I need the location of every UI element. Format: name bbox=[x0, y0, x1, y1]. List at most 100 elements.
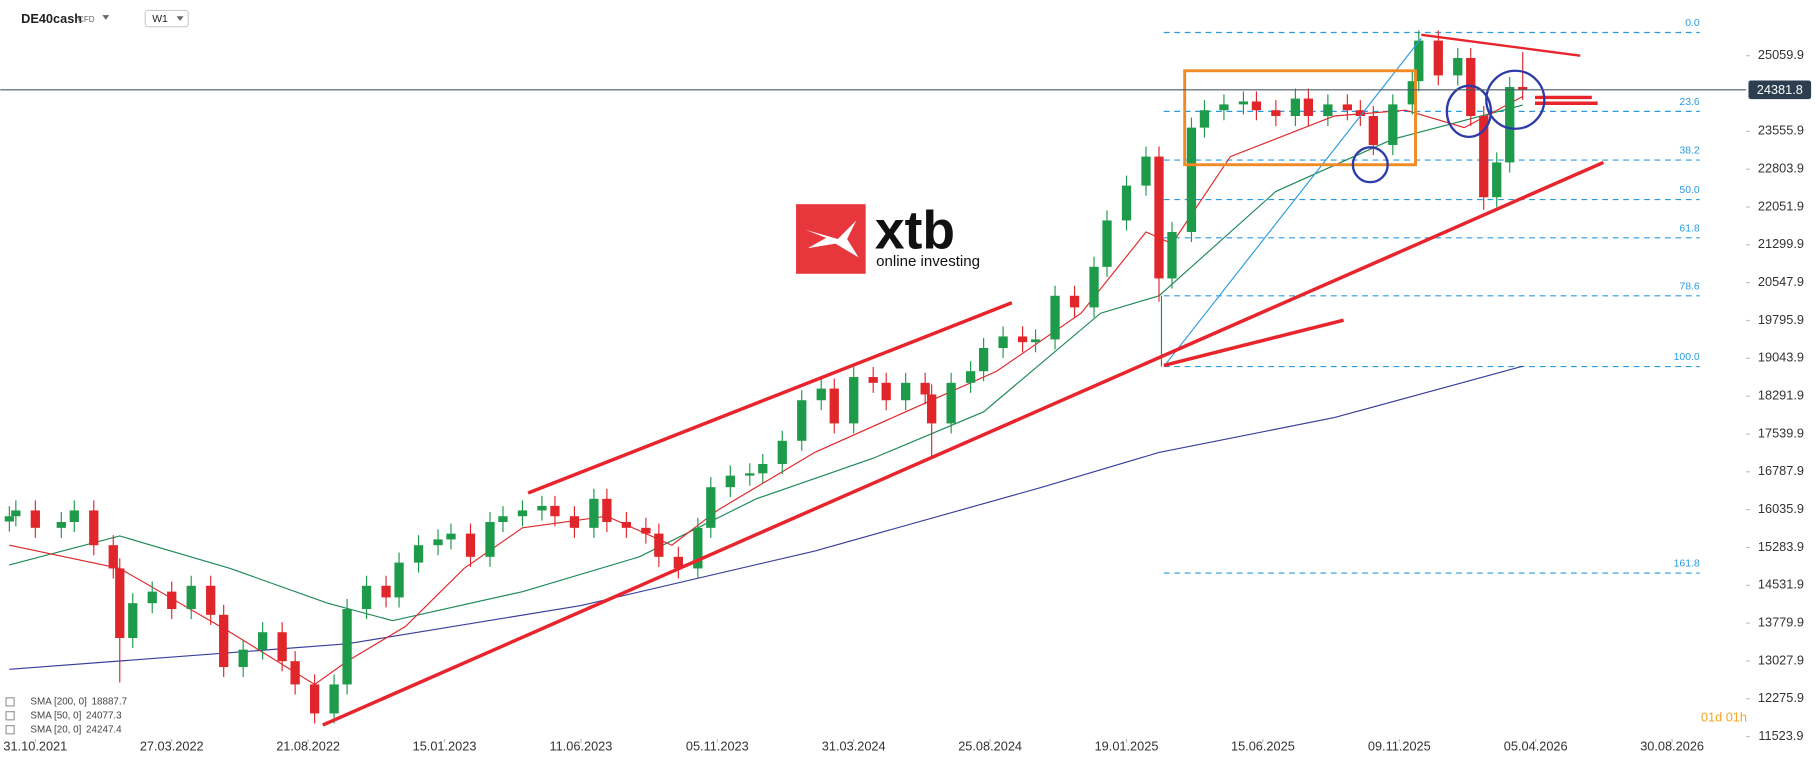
candle-body bbox=[381, 585, 391, 598]
legend-icon bbox=[5, 711, 15, 721]
candle-body bbox=[1030, 339, 1041, 343]
range-box bbox=[1183, 69, 1417, 167]
trendline bbox=[1163, 318, 1345, 368]
logo-x bbox=[805, 220, 859, 258]
x-tick-label: 15.01.2023 bbox=[413, 738, 477, 753]
highlight-circle bbox=[1485, 69, 1546, 130]
candle-body bbox=[1414, 40, 1424, 82]
sma-line bbox=[9, 104, 1523, 622]
symbol: DE40cash bbox=[21, 11, 82, 26]
y-tick-label: 17539.9 bbox=[1758, 425, 1804, 440]
legend-name: SMA [20, 0] bbox=[30, 724, 81, 735]
symbol-dropdown[interactable] bbox=[102, 15, 110, 20]
drawings-over bbox=[322, 33, 1605, 727]
legend-icon bbox=[5, 697, 15, 707]
trendline bbox=[1421, 33, 1581, 57]
candle-body bbox=[920, 382, 930, 395]
fib-diagonal bbox=[1163, 37, 1422, 367]
y-tick-label: 18291.9 bbox=[1758, 388, 1804, 403]
candle-body bbox=[56, 522, 66, 528]
candle-body bbox=[1388, 104, 1398, 146]
y-tick-label: 14531.9 bbox=[1758, 577, 1804, 592]
candle-body bbox=[589, 498, 599, 528]
candle-body bbox=[1518, 87, 1528, 90]
legend-name: SMA [50, 0] bbox=[30, 710, 81, 721]
candle-body bbox=[816, 388, 826, 401]
trendline bbox=[322, 160, 1605, 727]
fib-label: 161.8 bbox=[1674, 559, 1700, 570]
candle-body bbox=[1479, 116, 1489, 198]
candle-body bbox=[602, 498, 612, 523]
sma-line bbox=[9, 96, 1523, 686]
candle-body bbox=[1407, 81, 1417, 105]
candle-body bbox=[1453, 58, 1463, 76]
candle-body bbox=[413, 545, 424, 563]
candle-body bbox=[1186, 127, 1197, 233]
candle-body bbox=[758, 464, 768, 474]
candle-body bbox=[927, 394, 937, 424]
candle-body bbox=[485, 522, 495, 557]
candle-body bbox=[1238, 101, 1249, 105]
candle-body bbox=[1199, 110, 1210, 128]
drawings-under: xtb online investing 0.0 23.6 38.2 50.0 61.8… bbox=[796, 18, 1700, 574]
candle-body bbox=[69, 510, 79, 523]
candle-body bbox=[446, 533, 456, 540]
candle-body bbox=[1290, 98, 1301, 117]
logo-name: xtb bbox=[875, 201, 955, 260]
candle-body bbox=[394, 562, 404, 598]
candle-body bbox=[89, 510, 99, 546]
candle-body bbox=[537, 505, 547, 511]
candle-body bbox=[849, 377, 859, 424]
candle-body bbox=[517, 510, 528, 517]
candle-body bbox=[290, 661, 300, 685]
y-tick-label: 23555.9 bbox=[1758, 123, 1804, 138]
y-tick-label: 12275.9 bbox=[1758, 690, 1804, 705]
y-tick-label: 16787.9 bbox=[1758, 463, 1804, 478]
current-price-label: 24381.8 bbox=[1757, 82, 1803, 97]
y-tick-label: 13779.9 bbox=[1758, 614, 1804, 629]
highlight-circle bbox=[1351, 146, 1389, 184]
candle-body bbox=[309, 684, 320, 714]
candle-body bbox=[277, 632, 287, 662]
y-tick-label: 13027.9 bbox=[1758, 652, 1804, 667]
candle-body bbox=[128, 603, 138, 639]
y-tick-label: 19795.9 bbox=[1758, 312, 1804, 327]
candle-body bbox=[868, 377, 878, 383]
candle-body bbox=[108, 545, 118, 569]
candle-body bbox=[206, 585, 216, 615]
candle-body bbox=[1342, 104, 1352, 111]
y-tick-label: 20547.9 bbox=[1758, 274, 1804, 289]
candle-body bbox=[1271, 110, 1281, 117]
timeframe: W1 bbox=[152, 14, 168, 25]
x-tick-label: 27.03.2022 bbox=[140, 738, 204, 753]
candle-body bbox=[4, 516, 14, 522]
x-tick-label: 19.01.2025 bbox=[1095, 738, 1159, 753]
fib-label: 23.6 bbox=[1679, 97, 1700, 108]
candle-body bbox=[569, 516, 580, 528]
candle-body bbox=[1017, 336, 1028, 343]
fib-label: 50.0 bbox=[1679, 185, 1700, 196]
candle-body bbox=[1323, 104, 1333, 117]
legend-value: 24077.3 bbox=[86, 710, 122, 721]
trendline bbox=[527, 301, 1013, 495]
y-tick-label: 22803.9 bbox=[1758, 161, 1804, 176]
candle-body bbox=[1154, 156, 1164, 279]
candle-body bbox=[167, 591, 177, 610]
fib-label: 78.6 bbox=[1679, 281, 1700, 292]
candle-body bbox=[621, 522, 632, 528]
candle-body bbox=[219, 614, 229, 668]
candle-body bbox=[342, 609, 352, 685]
timeframe-box[interactable] bbox=[144, 9, 189, 28]
x-tick-label: 31.03.2024 bbox=[822, 738, 886, 753]
y-tick-label: 22051.9 bbox=[1758, 198, 1804, 213]
candle-body bbox=[1219, 104, 1229, 111]
legend-value: 18887.7 bbox=[92, 696, 128, 707]
candle-body bbox=[329, 684, 339, 714]
candle-body bbox=[654, 533, 664, 557]
candle-body bbox=[1368, 116, 1378, 146]
x-tick-label: 09.11.2025 bbox=[1368, 738, 1431, 753]
x-tick-label: 25.08.2024 bbox=[958, 738, 1022, 753]
candle-body bbox=[361, 585, 372, 610]
candle-body bbox=[115, 568, 125, 639]
